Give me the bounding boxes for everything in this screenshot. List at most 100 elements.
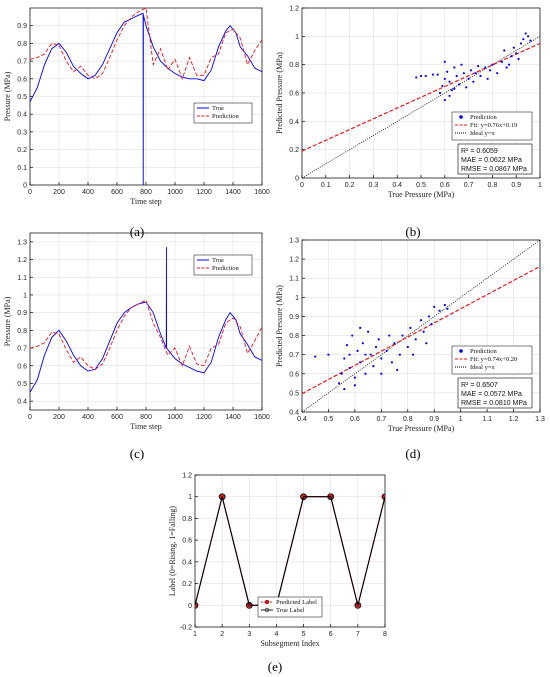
scatter-point xyxy=(446,307,449,310)
scatter-point xyxy=(505,66,508,69)
y-tick-label: 1 xyxy=(295,295,299,302)
scatter-point xyxy=(443,98,446,102)
y-tick-label: 1.2 xyxy=(17,257,27,264)
x-tick-label: 0.9 xyxy=(511,182,521,189)
scatter-point xyxy=(486,77,489,80)
x-tick-label: 4 xyxy=(274,631,278,638)
x-tick-label: 0.8 xyxy=(488,182,498,189)
scatter-point xyxy=(425,342,428,345)
x-tick-label: 0.4 xyxy=(297,416,307,423)
true-point xyxy=(300,493,307,501)
scatter-point xyxy=(507,63,511,66)
true-point xyxy=(195,601,199,609)
scatter-point xyxy=(465,86,468,89)
scatter-point xyxy=(414,338,417,341)
scatter-point xyxy=(380,372,383,375)
x-tick-label: 1.3 xyxy=(535,416,545,423)
legend-swatch xyxy=(459,115,463,119)
x-tick-label: 0.1 xyxy=(321,182,331,189)
x-tick-label: 0.5 xyxy=(416,182,426,189)
legend-label: Prediction xyxy=(470,114,497,121)
caption-a: (a) xyxy=(130,224,144,239)
y-tick-label: 0.8 xyxy=(182,516,192,523)
x-tick-label: 1600 xyxy=(254,414,270,421)
x-tick-label: 1.2 xyxy=(509,416,519,423)
scatter-point xyxy=(369,353,372,356)
scatter-point xyxy=(453,87,456,90)
y-tick-label: 1.2 xyxy=(289,6,299,13)
y-tick-label: 0 xyxy=(295,176,299,183)
x-tick-label: 0.7 xyxy=(464,182,474,189)
scatter-point xyxy=(522,38,525,41)
legend-marker xyxy=(264,607,270,613)
x-tick-label: 1400 xyxy=(225,414,241,421)
scatter-point xyxy=(491,63,494,66)
x-tick-label: 800 xyxy=(140,414,152,421)
x-tick-label: 600 xyxy=(111,189,123,196)
y-tick-label: 0.4 xyxy=(182,559,192,566)
scatter-point xyxy=(353,384,356,387)
y-tick-label: 1.2 xyxy=(289,257,299,264)
x-tick-label: 400 xyxy=(82,189,94,196)
scatter-point xyxy=(512,46,515,49)
scatter-point xyxy=(527,35,530,38)
y-tick-label: 0.8 xyxy=(17,328,27,335)
scatter-point xyxy=(529,39,532,42)
legend-label: Fit: y=0.74x+0.20 xyxy=(470,356,517,363)
y-tick-label: 0.2 xyxy=(182,581,192,588)
x-tick-label: 0 xyxy=(28,189,32,196)
true-point xyxy=(381,493,385,501)
panel-e: 1 2 3 4 5 6 7 8 -0.2 0 0.2 0.4 0.6 0.8 1 1.2 Subsegment … xyxy=(168,473,387,649)
scatter-point xyxy=(348,353,351,356)
plot-area xyxy=(30,8,262,185)
legend-label: True xyxy=(212,105,224,112)
x-tick-label: 0.6 xyxy=(440,182,450,189)
scatter-point xyxy=(419,74,423,78)
scatter-point xyxy=(438,91,442,95)
plot-area xyxy=(302,32,540,178)
scatter-point xyxy=(436,73,439,76)
scatter-point xyxy=(457,83,461,86)
y-tick-label: 0.7 xyxy=(17,346,27,353)
legend-label: Ideal y=x xyxy=(470,130,496,137)
panel-c: 0 200 400 600 800 1000 1200 1400 1600 0.4 0.5 0.6 0.… xyxy=(3,232,270,431)
x-tick-label: 1200 xyxy=(196,414,212,421)
legend-label: Prediction xyxy=(212,113,239,120)
scatter-point xyxy=(448,94,451,97)
stats-line: RMSE = 0.0810 MPa xyxy=(461,400,527,407)
plot-area xyxy=(30,247,262,393)
legend-label: True Label xyxy=(276,607,305,614)
panel-a: 0 200 400 600 800 1000 1200 1400 1600 0 0.1 0.2 0.3 0… xyxy=(3,7,270,206)
scatter-point xyxy=(343,357,346,360)
panel-b: 0 0.1 0.2 0.3 0.4 0.5 0.6 0.7 0.8 0.9 1 0 0.2 0.4 0.6 0… xyxy=(275,6,542,200)
scatter-point xyxy=(455,74,458,78)
scatter-point xyxy=(367,330,370,333)
y-tick-label: 0.6 xyxy=(182,538,192,545)
scatter-point xyxy=(356,349,359,352)
x-tick-label: 0.3 xyxy=(369,182,379,189)
scatter-point xyxy=(314,355,317,358)
scatter-point xyxy=(460,63,463,66)
legend-label: True xyxy=(212,257,224,264)
stats-line: R² = 0.6507 xyxy=(461,382,498,389)
y-axis-label: Label (0=Rising, 1=Falling) xyxy=(168,506,177,596)
x-tick-label: 1 xyxy=(538,182,542,189)
caption-b: (b) xyxy=(405,224,420,239)
scatter-point xyxy=(409,326,412,330)
scatter-point xyxy=(353,376,356,379)
scatter-point xyxy=(390,361,394,364)
true-point xyxy=(327,493,335,501)
scatter-point xyxy=(415,76,418,79)
plot-area xyxy=(302,240,540,412)
panel-d: 0.4 0.5 0.6 0.7 0.8 0.9 1 1.1 1.2 1.3 0.4 0.5 0.6 0.7… xyxy=(275,238,545,434)
scatter-point xyxy=(372,365,375,368)
plot-frame xyxy=(301,239,541,413)
x-tick-label: 200 xyxy=(53,414,65,421)
scatter-point xyxy=(524,32,527,35)
x-tick-label: 0 xyxy=(28,414,32,421)
scatter-point xyxy=(438,309,441,312)
scatter-point xyxy=(431,73,434,76)
y-tick-label: 0.9 xyxy=(17,23,27,30)
x-tick-label: 1000 xyxy=(167,414,183,421)
stats-box xyxy=(457,143,533,175)
